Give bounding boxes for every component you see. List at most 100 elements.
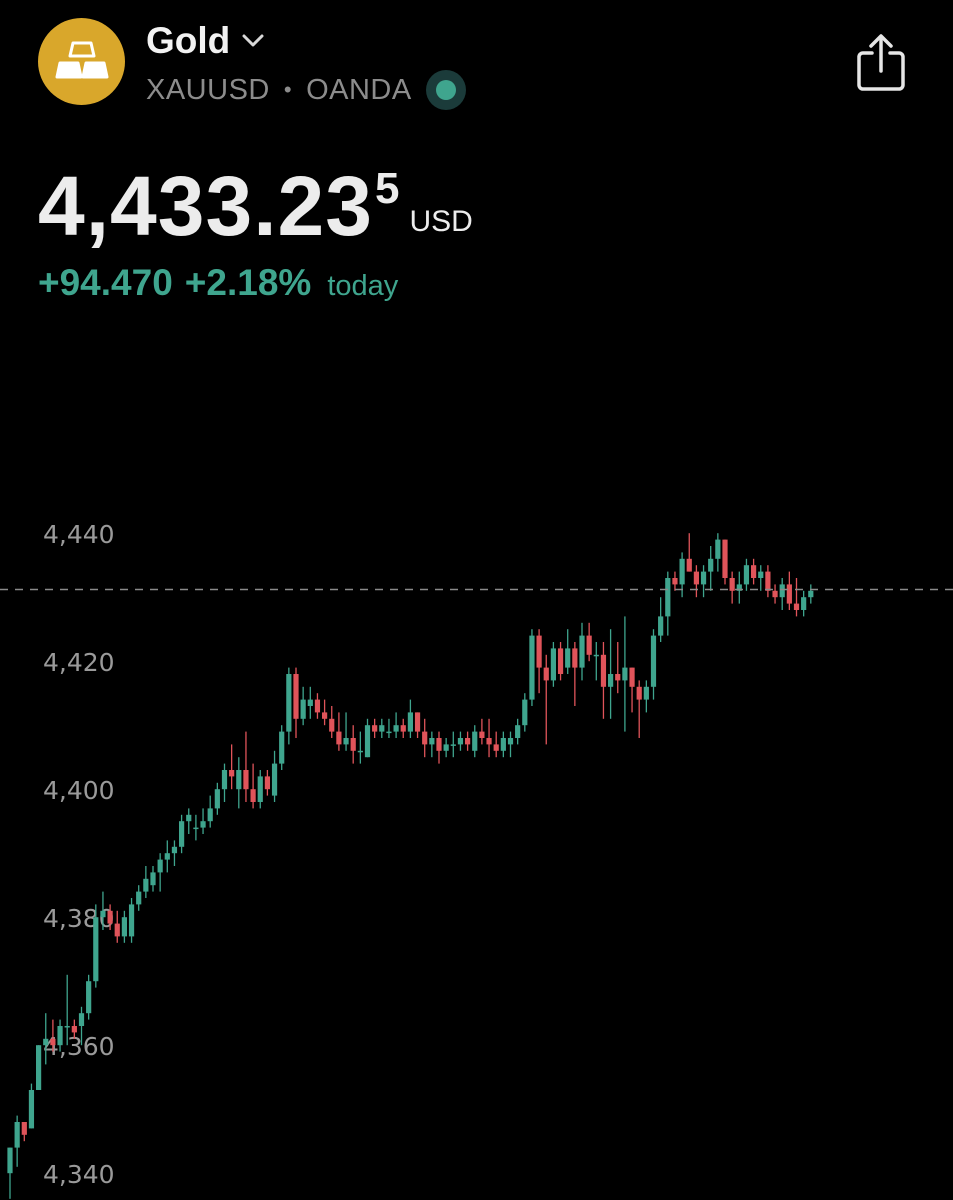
candle-body xyxy=(515,725,521,738)
candle-body xyxy=(107,910,113,924)
candle xyxy=(429,731,435,758)
candle xyxy=(550,642,556,687)
candle xyxy=(708,546,714,591)
candle-body xyxy=(164,853,170,860)
candle xyxy=(171,840,178,866)
candle xyxy=(179,814,185,854)
candle-body xyxy=(86,981,92,1014)
candle-body xyxy=(179,821,185,847)
candle-body xyxy=(693,571,699,585)
candle xyxy=(779,578,785,610)
candle-body xyxy=(779,584,785,598)
symbol-title-selector[interactable]: Gold xyxy=(146,20,266,62)
candle xyxy=(57,1019,63,1052)
chevron-down-icon[interactable] xyxy=(240,31,266,51)
candle-body xyxy=(36,1045,42,1090)
candle xyxy=(250,763,256,809)
candle-body xyxy=(300,699,306,719)
candle xyxy=(271,750,278,802)
candle xyxy=(672,571,678,591)
candle xyxy=(593,642,599,681)
candle xyxy=(414,712,421,738)
candle-body xyxy=(322,712,328,719)
candle xyxy=(600,642,607,719)
candle-body xyxy=(193,827,199,830)
candle xyxy=(700,565,707,598)
candle xyxy=(229,744,235,790)
candle xyxy=(364,718,371,758)
candle-body xyxy=(150,872,156,886)
candle-body xyxy=(472,731,478,751)
candle-body xyxy=(407,712,413,732)
candle xyxy=(243,731,249,802)
candlestick-series xyxy=(7,533,814,1199)
candle xyxy=(801,590,807,617)
candle xyxy=(457,731,464,751)
candle xyxy=(300,686,306,726)
candle xyxy=(693,565,699,598)
candle xyxy=(286,667,292,745)
candle xyxy=(150,866,156,892)
candle-body xyxy=(128,904,135,937)
candle-body xyxy=(665,578,671,617)
candle-body xyxy=(293,674,299,719)
candle xyxy=(100,891,106,930)
symbol-subtitle: XAUUSD • OANDA xyxy=(146,70,466,110)
candle xyxy=(164,840,170,873)
candle-body xyxy=(207,808,213,822)
candle xyxy=(93,904,99,988)
candle-body xyxy=(557,648,564,674)
candle-body xyxy=(808,590,814,598)
candle-body xyxy=(593,654,599,657)
daily-change: +94.470 +2.18% today xyxy=(38,262,398,304)
candle xyxy=(43,1013,49,1065)
candle xyxy=(786,571,792,610)
candle xyxy=(736,571,742,604)
candle xyxy=(515,718,521,745)
candle-body xyxy=(793,603,800,610)
y-tick-label: 4,340 xyxy=(43,1160,115,1189)
candle-body xyxy=(643,686,649,700)
candle xyxy=(107,904,113,930)
candle xyxy=(193,814,199,841)
candle-body xyxy=(307,699,313,706)
share-icon[interactable] xyxy=(853,33,909,93)
candle-body xyxy=(572,648,578,668)
candle-body xyxy=(186,814,192,822)
candle-body xyxy=(78,1013,85,1026)
candle-body xyxy=(336,731,342,745)
change-absolute: +94.470 xyxy=(38,262,173,303)
candle-body xyxy=(386,731,392,734)
gold-bars-icon xyxy=(55,41,108,78)
candle xyxy=(529,629,535,706)
candle xyxy=(486,718,492,758)
candle-body xyxy=(136,891,142,905)
candle xyxy=(572,642,578,706)
candle-body xyxy=(550,648,556,681)
candle-body xyxy=(579,635,585,668)
candle-body xyxy=(772,590,778,598)
candle xyxy=(565,629,571,674)
candle xyxy=(493,731,499,758)
candle-body xyxy=(100,910,106,918)
candle xyxy=(357,731,363,764)
candle xyxy=(257,770,263,809)
candle-body xyxy=(157,859,163,873)
candle-body xyxy=(50,1038,56,1046)
candle-body xyxy=(801,597,807,610)
candle-body xyxy=(364,725,371,758)
candle xyxy=(28,1083,35,1129)
candle xyxy=(643,680,649,713)
candle xyxy=(407,699,413,738)
y-tick-label: 4,380 xyxy=(43,904,115,933)
candle xyxy=(157,853,163,892)
candle-body xyxy=(751,565,757,578)
candle-body xyxy=(486,738,492,745)
y-tick-label: 4,420 xyxy=(43,648,115,677)
candle xyxy=(264,770,270,796)
candle xyxy=(236,757,242,809)
candle xyxy=(121,910,127,943)
candle xyxy=(350,725,356,764)
candle xyxy=(128,898,135,943)
